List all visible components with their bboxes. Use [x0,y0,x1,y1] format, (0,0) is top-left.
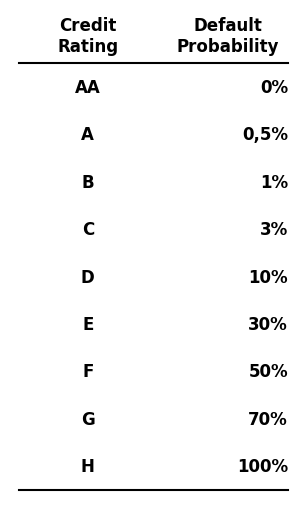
Text: 3%: 3% [260,221,288,239]
Text: 10%: 10% [248,268,288,286]
Text: Credit
Rating: Credit Rating [57,17,119,55]
Text: 0%: 0% [260,79,288,97]
Text: AA: AA [75,79,101,97]
Text: 50%: 50% [248,362,288,381]
Text: B: B [81,174,94,191]
Text: E: E [82,316,93,333]
Text: F: F [82,362,93,381]
Text: 0,5%: 0,5% [242,126,288,144]
Text: D: D [81,268,95,286]
Text: C: C [82,221,94,239]
Text: H: H [81,457,95,475]
Text: A: A [81,126,94,144]
Text: 30%: 30% [248,316,288,333]
Text: 100%: 100% [237,457,288,475]
Text: 70%: 70% [248,410,288,428]
Text: Default
Probability: Default Probability [177,17,279,55]
Text: G: G [81,410,95,428]
Text: 1%: 1% [260,174,288,191]
